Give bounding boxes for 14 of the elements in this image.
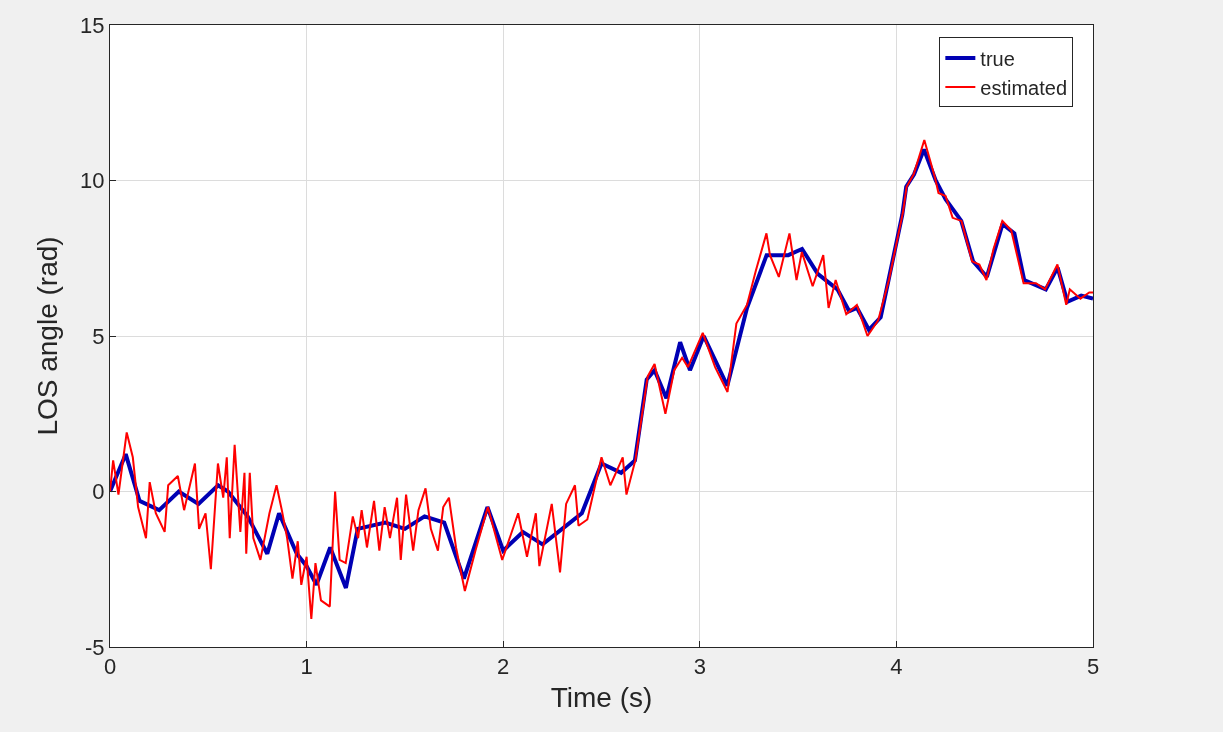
legend-label: estimated — [980, 76, 1068, 99]
x-axis-title: Time (s) — [550, 681, 653, 713]
x-tick-label: 1 — [300, 654, 313, 680]
x-tick-label: 3 — [693, 654, 706, 680]
legend-label: true — [980, 47, 1015, 70]
y-tick-label: -5 — [85, 634, 105, 660]
y-tick-label: 15 — [80, 12, 105, 38]
y-tick-label: 5 — [92, 323, 105, 349]
y-axis-title: LOS angle (rad) — [31, 236, 63, 436]
y-tick-label: 0 — [92, 479, 105, 505]
x-tick-label: 5 — [1086, 654, 1100, 680]
x-tick-label: 4 — [890, 654, 903, 680]
x-tick-label: 2 — [497, 654, 510, 680]
y-tick-label: 10 — [80, 168, 105, 194]
